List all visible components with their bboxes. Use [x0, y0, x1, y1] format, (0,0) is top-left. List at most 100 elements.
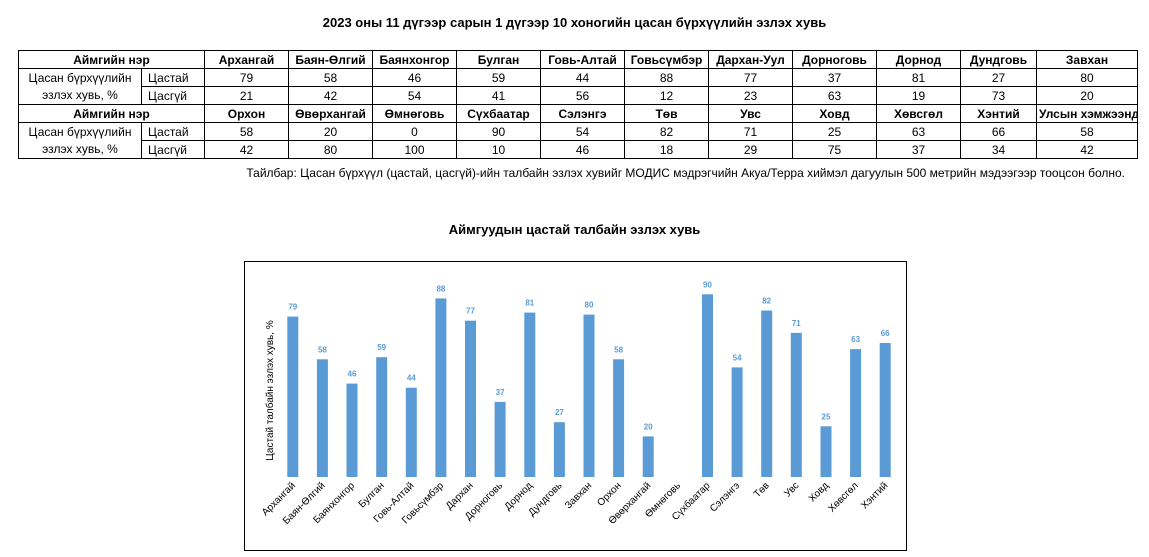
value-cell: 37	[876, 140, 961, 159]
bar-19	[820, 426, 832, 478]
value-cell: 71	[708, 122, 793, 141]
value-cell: 19	[876, 86, 961, 105]
value-cell: 42	[204, 140, 289, 159]
value-cell: 82	[624, 122, 709, 141]
data-label: 37	[496, 388, 505, 397]
data-label: 44	[407, 374, 416, 383]
header-cell: Завхан	[1036, 50, 1138, 69]
data-label: 66	[881, 329, 890, 338]
y-axis-label: Цастай талбайн эзлэх хувь, %	[264, 320, 276, 461]
value-cell: 10	[456, 140, 541, 159]
header-cell: Дундговь	[960, 50, 1037, 69]
data-label: 63	[851, 335, 860, 344]
table-row-nosnow: эзлэх хувь, % Цасгүй 42 80 100 10 46 18 29 75 37 34…	[18, 140, 1138, 159]
value-cell: 58	[288, 68, 373, 87]
bar-6	[435, 298, 447, 477]
value-cell: 63	[876, 122, 961, 141]
header-cell: Баянхонгор	[372, 50, 457, 69]
data-label: 80	[585, 301, 594, 310]
header-cell: Улсын хэмжээнд	[1036, 104, 1138, 123]
bar-group: 54 Сэлэнгэ	[708, 353, 743, 515]
bar-group: 58 Орхон	[595, 345, 625, 509]
value-cell: 42	[1036, 140, 1138, 159]
x-tick-label: Сэлэнгэ	[708, 480, 742, 514]
bar-group: 25 Ховд	[807, 412, 832, 504]
header-cell: Сүхбаатар	[456, 104, 541, 123]
bar-8	[494, 401, 506, 477]
value-cell: 63	[792, 86, 877, 105]
data-label: 88	[436, 284, 445, 293]
value-cell: 12	[624, 86, 709, 105]
value-cell: 80	[288, 140, 373, 159]
header-aimag-name: Аймгийн нэр	[18, 50, 205, 69]
x-tick-label: Орхон	[595, 480, 623, 508]
value-cell: 41	[456, 86, 541, 105]
value-cell: 88	[624, 68, 709, 87]
bar-21	[879, 343, 891, 477]
bar-15	[702, 294, 713, 477]
value-cell: 100	[372, 140, 457, 159]
header-cell: Дорноговь	[792, 50, 877, 69]
header-cell: Дархан-Уул	[708, 50, 793, 69]
data-label: 79	[288, 303, 297, 312]
header-cell: Ховд	[792, 104, 877, 123]
header-cell: Өвөрхангай	[288, 104, 373, 123]
bar-5	[405, 387, 417, 477]
value-cell: 59	[456, 68, 541, 87]
bar-13	[642, 436, 654, 477]
table-header-row: Аймгийн нэр Орхон Өвөрхангай Өмнөговь Сүхбаа…	[18, 104, 1138, 123]
bar-9	[524, 312, 536, 477]
chart-title: Аймгуудын цастай талбайн эзлэх хувь	[448, 222, 701, 237]
value-cell: 25	[792, 122, 877, 141]
header-cell: Сэлэнгэ	[540, 104, 625, 123]
data-label: 46	[348, 370, 357, 379]
value-cell: 20	[1036, 86, 1138, 105]
value-cell: 56	[540, 86, 625, 105]
bar-17	[761, 310, 773, 477]
value-cell: 20	[288, 122, 373, 141]
table-header-row: Аймгийн нэр Архангай Баян-Өлгий Баянхонгор Б…	[18, 50, 1138, 69]
table-note: Тайлбар: Цасан бүрхүүл (цастай, цасгүй)-…	[246, 166, 1125, 180]
sub-label-nosnow: Цасгүй	[141, 140, 205, 159]
data-label: 27	[555, 408, 564, 417]
bar-3	[346, 383, 358, 477]
table-row-nosnow: эзлэх хувь, % Цасгүй 21 42 54 41 56 12 23 63 19 73 2…	[18, 86, 1138, 105]
data-label: 20	[644, 422, 653, 431]
bar-20	[850, 349, 862, 477]
data-label: 59	[377, 343, 386, 352]
value-cell: 80	[1036, 68, 1138, 87]
header-cell: Баян-Өлгий	[288, 50, 373, 69]
chart-area: Цастай талбайн эзлэх хувь, % 79 Архангай 58…	[244, 261, 907, 551]
value-cell: 73	[960, 86, 1037, 105]
sub-label-nosnow: Цасгүй	[141, 86, 205, 105]
x-tick-label: Завхан	[563, 480, 594, 511]
table-row-snow: Цасан бүрхүүлийн Цастай 79 58 46 59 44 88 77 37 81…	[18, 68, 1138, 87]
value-cell: 46	[540, 140, 625, 159]
snow-cover-table: Аймгийн нэр Архангай Баян-Өлгий Баянхонгор Б…	[18, 50, 1138, 159]
bar-group: 80 Завхан	[563, 301, 595, 511]
data-label: 71	[792, 319, 801, 328]
value-cell: 58	[1036, 122, 1138, 141]
header-cell: Төв	[624, 104, 709, 123]
value-cell: 37	[792, 68, 877, 87]
header-cell: Булган	[456, 50, 541, 69]
table-row-snow: Цасан бүрхүүлийн Цастай 58 20 0 90 54 82 71 25 63 6…	[18, 122, 1138, 141]
value-cell: 21	[204, 86, 289, 105]
bar-4	[376, 357, 388, 477]
value-cell: 79	[204, 68, 289, 87]
x-tick-label: Төв	[752, 480, 772, 500]
value-cell: 75	[792, 140, 877, 159]
bar-18	[790, 332, 802, 477]
row-label: эзлэх хувь, %	[18, 140, 142, 159]
value-cell: 81	[876, 68, 961, 87]
value-cell: 42	[288, 86, 373, 105]
header-cell: Хэнтий	[960, 104, 1037, 123]
header-cell: Говьсүмбэр	[624, 50, 709, 69]
header-cell: Дорнод	[876, 50, 961, 69]
bar-chart: Цастай талбайн эзлэх хувь, %79Архангай58…	[260, 280, 891, 527]
data-label: 25	[822, 412, 831, 421]
value-cell: 46	[372, 68, 457, 87]
data-label: 82	[762, 297, 771, 306]
